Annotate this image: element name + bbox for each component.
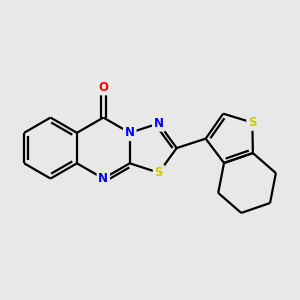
Text: S: S xyxy=(154,166,163,179)
Text: N: N xyxy=(154,117,164,130)
Text: S: S xyxy=(248,116,256,129)
Text: O: O xyxy=(98,81,108,94)
Text: N: N xyxy=(98,172,108,185)
Text: N: N xyxy=(125,126,135,139)
